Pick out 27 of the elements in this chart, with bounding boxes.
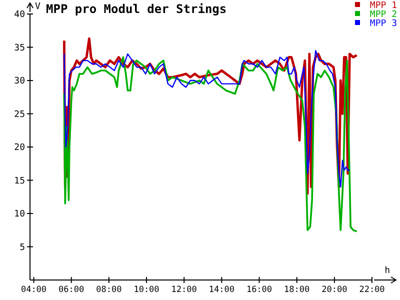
y-axis-title: V [35,2,41,12]
line-series [63,56,358,232]
x-tick-label: 20:00 [322,285,348,296]
x-tick-label: 12:00 [171,285,197,296]
y-tick-label: 10 [14,210,25,220]
y-tick-label: 15 [14,176,25,186]
x-tick-label: 08:00 [96,285,122,296]
y-tick-label: 35 [14,43,25,54]
line-series [63,37,358,195]
x-tick-label: 16:00 [246,285,272,296]
legend-label: MPP 3 [370,19,397,29]
line-series [64,50,350,188]
x-tick-label: 22:00 [359,285,385,296]
legend-label: MPP 1 [370,1,397,11]
x-tick-label: 06:00 [58,285,84,296]
y-tick-label: 30 [14,76,25,87]
x-tick-label: 04:00 [20,285,47,296]
x-tick-label: 10:00 [134,285,160,296]
chart-title: MPP pro Modul der Strings [46,2,227,16]
x-axis-title: h [384,266,390,276]
y-tick-label: 40 [14,10,25,20]
y-tick-label: 5 [20,242,25,253]
y-tick-label: 20 [14,143,25,154]
legend-label: MPP 2 [370,10,397,20]
y-tick-label: 25 [14,110,25,120]
x-tick-label: 14:00 [208,285,234,296]
x-tick-label: 18:00 [284,285,310,296]
